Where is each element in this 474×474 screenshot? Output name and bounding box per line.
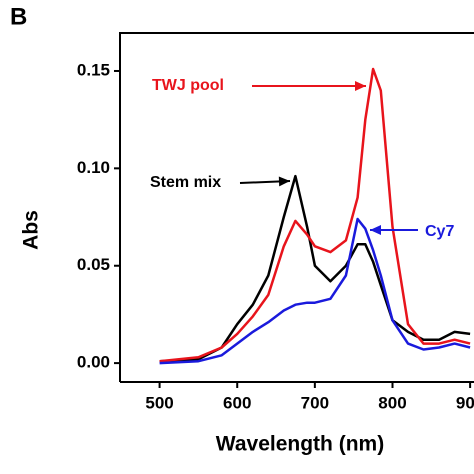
arrow-head [278,176,290,187]
plot-area [159,67,471,365]
panel-label: B [10,3,27,30]
series-line [159,67,471,363]
x-tick-label: 600 [223,393,251,412]
y-tick-label: 0.05 [77,255,110,274]
x-axis-label: Wavelength (nm) [216,433,384,456]
x-tick-label: 500 [145,393,173,412]
series-label: Stem mix [150,174,221,191]
arrow-head [355,81,366,91]
y-tick-label: 0.15 [77,60,110,79]
series-line [159,174,471,363]
series-label: Cy7 [425,223,454,240]
y-axis-label: Abs [20,210,43,250]
x-tick-label: 700 [301,393,329,412]
arrow-head [370,225,381,235]
series-label: TWJ pool [152,77,224,94]
y-tick-label: 0.10 [77,158,110,177]
x-tick-label: 900 [456,393,474,412]
series-line [159,217,471,365]
x-tick-label: 800 [378,393,406,412]
y-tick-label: 0.00 [77,353,110,372]
